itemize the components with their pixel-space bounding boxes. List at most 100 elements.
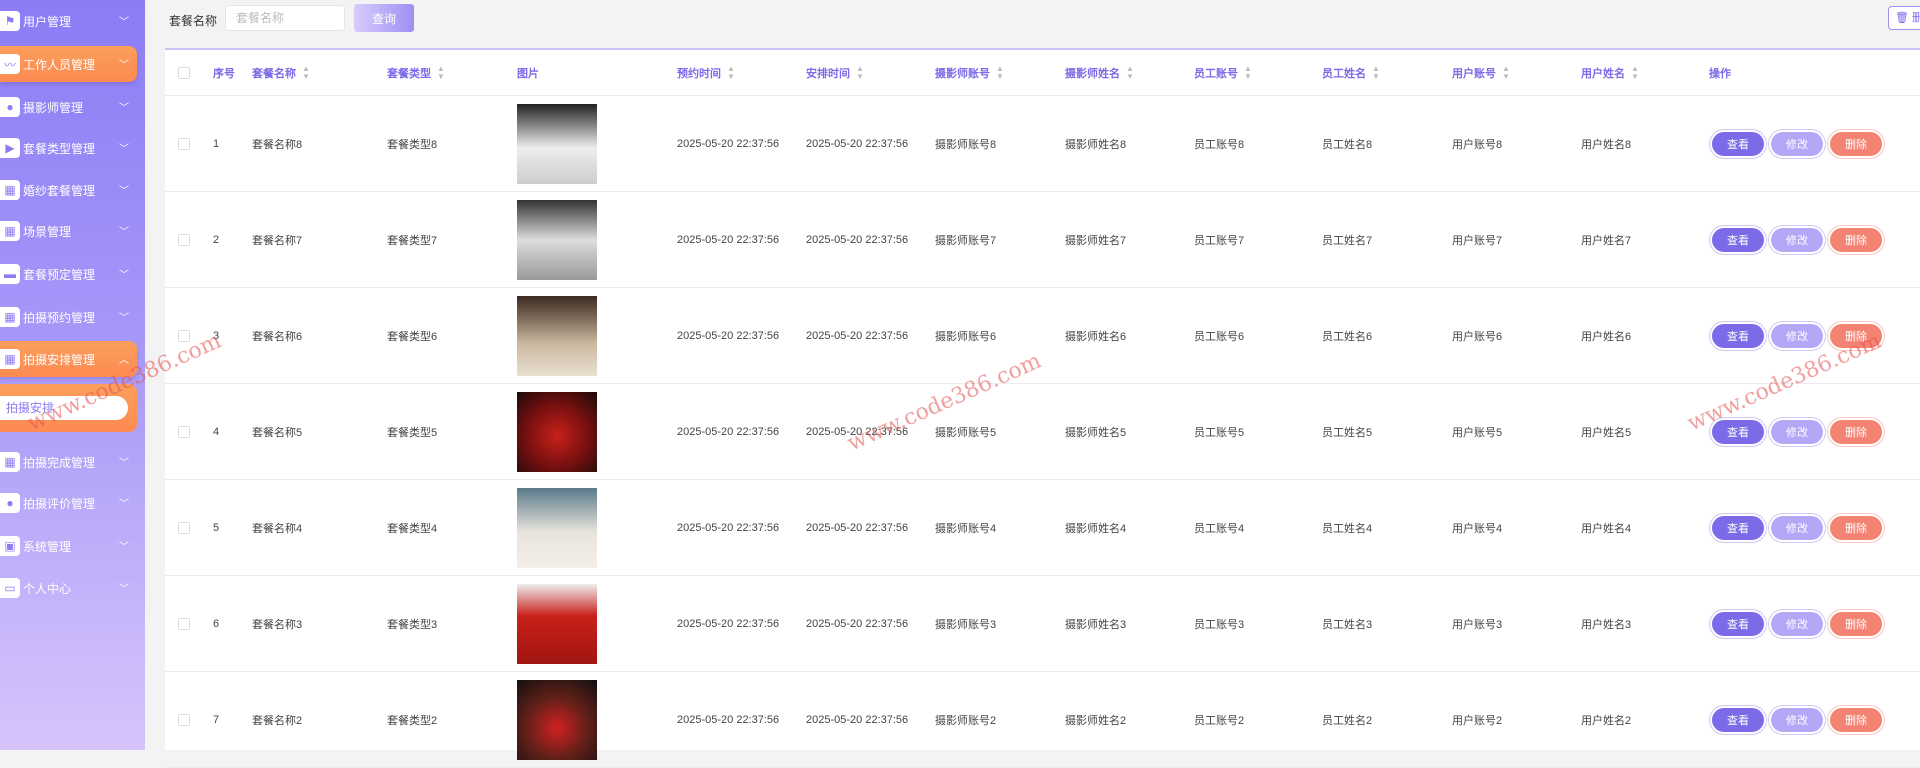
sidebar-item-6[interactable]: ▬ 套餐预定管理 ﹀: [0, 256, 137, 292]
edit-button[interactable]: 修改: [1771, 611, 1823, 636]
view-button[interactable]: 查看: [1712, 323, 1764, 348]
edit-button[interactable]: 修改: [1771, 515, 1823, 540]
sidebar-item-3[interactable]: ▶ 套餐类型管理 ﹀: [0, 130, 137, 166]
trash-icon: 🗑: [1895, 12, 1913, 24]
table-header: 序号 套餐名称 ▲ ▼ 套餐类型 ▲ ▼ 图片 预约时间 ▲ ▼ 安排时间 ▲ ▼ 摄影师账号 ▲ ▼ 摄影师姓名…: [165, 50, 1920, 96]
edit-button[interactable]: 修改: [1771, 131, 1823, 156]
column-header[interactable]: 用户账号 ▲ ▼: [1452, 63, 1510, 81]
column-header[interactable]: 摄影师账号 ▲ ▼: [935, 63, 1004, 81]
package-image[interactable]: [517, 679, 597, 760]
edit-button[interactable]: 修改: [1771, 419, 1823, 444]
delete-button[interactable]: 删除: [1830, 323, 1882, 348]
query-button[interactable]: 查询: [354, 4, 414, 32]
sidebar-item-11[interactable]: ▣ 系统管理 ﹀: [0, 528, 137, 564]
sort-icon[interactable]: ▲ ▼: [1372, 63, 1380, 81]
sidebar-item-label: 个人中心: [23, 581, 72, 596]
chevron-down-icon: ﹀: [119, 584, 129, 595]
cell-uacc: 用户账号8: [1452, 138, 1503, 151]
sidebar-item-9[interactable]: ▦ 拍摄完成管理 ﹀: [0, 444, 137, 480]
delete-button[interactable]: 删除: [1830, 707, 1882, 732]
row-checkbox[interactable]: [178, 617, 190, 630]
select-all-checkbox[interactable]: [178, 66, 190, 79]
column-header[interactable]: 用户姓名 ▲ ▼: [1581, 63, 1639, 81]
cell-book: 2025-05-20 22:37:56: [677, 713, 780, 726]
sort-icon[interactable]: ▲ ▼: [1126, 63, 1134, 81]
row-checkbox[interactable]: [178, 329, 190, 342]
delete-button[interactable]: 删除: [1830, 131, 1882, 156]
grid-icon: ▦: [0, 180, 20, 200]
column-header[interactable]: 摄影师姓名 ▲ ▼: [1065, 63, 1134, 81]
column-header[interactable]: 员工姓名 ▲ ▼: [1322, 63, 1380, 81]
batch-delete-button[interactable]: 🗑 删除: [1888, 6, 1920, 30]
delete-button[interactable]: 删除: [1830, 419, 1882, 444]
sort-icon[interactable]: ▲ ▼: [302, 63, 310, 81]
sort-icon[interactable]: ▲ ▼: [437, 63, 445, 81]
sidebar-item-2[interactable]: ● 摄影师管理 ﹀: [0, 89, 137, 125]
cell-no: 4: [213, 425, 220, 438]
sort-icon[interactable]: ▲ ▼: [1244, 63, 1252, 81]
sort-icon[interactable]: ▲ ▼: [996, 63, 1004, 81]
delete-button[interactable]: 删除: [1830, 515, 1882, 540]
view-button[interactable]: 查看: [1712, 611, 1764, 636]
batch-delete-label: 删除: [1912, 12, 1920, 24]
cell-uname: 用户姓名7: [1581, 234, 1632, 247]
grid-icon: ▦: [0, 452, 20, 472]
sidebar-item-1[interactable]: 〰工作人员管理 ﹀: [0, 46, 137, 82]
edit-button[interactable]: 修改: [1771, 707, 1823, 732]
sort-icon[interactable]: ▲ ▼: [727, 63, 735, 81]
sidebar-item-5[interactable]: ▦ 场景管理 ﹀: [0, 213, 137, 249]
delete-button[interactable]: 删除: [1830, 227, 1882, 252]
cell-pname: 摄影师姓名2: [1065, 714, 1127, 727]
row-checkbox[interactable]: [178, 233, 190, 246]
cell-plan: 2025-05-20 22:37:56: [806, 137, 909, 150]
package-image[interactable]: [517, 583, 597, 664]
sidebar-item-7[interactable]: ▦ 拍摄预约管理 ﹀: [0, 299, 137, 335]
column-header[interactable]: 安排时间 ▲ ▼: [806, 63, 864, 81]
user-icon: ●: [0, 97, 20, 117]
view-button[interactable]: 查看: [1712, 419, 1764, 444]
row-checkbox[interactable]: [178, 137, 190, 150]
sort-icon[interactable]: ▲ ▼: [856, 63, 864, 81]
cell-uacc: 用户账号5: [1452, 426, 1503, 439]
row-checkbox[interactable]: [178, 521, 190, 534]
package-image[interactable]: [517, 103, 597, 184]
package-image[interactable]: [517, 199, 597, 280]
chevron-down-icon: ﹀: [119, 60, 129, 71]
cell-uname: 用户姓名5: [1581, 426, 1632, 439]
edit-button[interactable]: 修改: [1771, 227, 1823, 252]
row-checkbox[interactable]: [178, 425, 190, 438]
sidebar-item-label: 工作人员管理: [23, 57, 96, 72]
view-button[interactable]: 查看: [1712, 707, 1764, 732]
column-header[interactable]: 预约时间 ▲ ▼: [677, 63, 735, 81]
sidebar-item-12[interactable]: ▭ 个人中心 ﹀: [0, 570, 137, 606]
column-header: 图片: [517, 67, 539, 80]
sidebar-item-10[interactable]: ● 拍摄评价管理 ﹀: [0, 485, 137, 521]
sidebar-item-8[interactable]: ▦ 拍摄安排管理 ︿: [0, 341, 137, 377]
table-row: 2 套餐名称7 套餐类型7 2025-05-20 22:37:56 2025-05-20…: [165, 192, 1920, 288]
column-header[interactable]: 员工账号 ▲ ▼: [1194, 63, 1252, 81]
sidebar-item-4[interactable]: ▦ 婚纱套餐管理 ﹀: [0, 172, 137, 208]
sidebar-item-0[interactable]: ⚑ 用户管理 ﹀: [0, 3, 137, 39]
package-image[interactable]: [517, 391, 597, 472]
cell-pname: 摄影师姓名6: [1065, 330, 1127, 343]
cell-type: 套餐类型5: [387, 426, 438, 439]
view-button[interactable]: 查看: [1712, 515, 1764, 540]
submenu-item-shoot-schedule[interactable]: 拍摄安排: [0, 396, 128, 420]
cell-uname: 用户姓名4: [1581, 522, 1632, 535]
table-row: 7 套餐名称2 套餐类型2 2025-05-20 22:37:56 2025-05-20…: [165, 672, 1920, 768]
search-input[interactable]: [225, 5, 345, 31]
sort-icon[interactable]: ▲ ▼: [1631, 63, 1639, 81]
package-image[interactable]: [517, 295, 597, 376]
view-button[interactable]: 查看: [1712, 227, 1764, 252]
chevron-down-icon: ﹀: [119, 186, 129, 197]
cell-ename: 员工姓名5: [1322, 426, 1373, 439]
package-image[interactable]: [517, 487, 597, 568]
sort-icon[interactable]: ▲ ▼: [1502, 63, 1510, 81]
row-checkbox[interactable]: [178, 713, 190, 726]
column-header[interactable]: 套餐名称 ▲ ▼: [252, 63, 310, 81]
cell-eacc: 员工账号3: [1194, 618, 1245, 631]
view-button[interactable]: 查看: [1712, 131, 1764, 156]
edit-button[interactable]: 修改: [1771, 323, 1823, 348]
column-header[interactable]: 套餐类型 ▲ ▼: [387, 63, 445, 81]
delete-button[interactable]: 删除: [1830, 611, 1882, 636]
